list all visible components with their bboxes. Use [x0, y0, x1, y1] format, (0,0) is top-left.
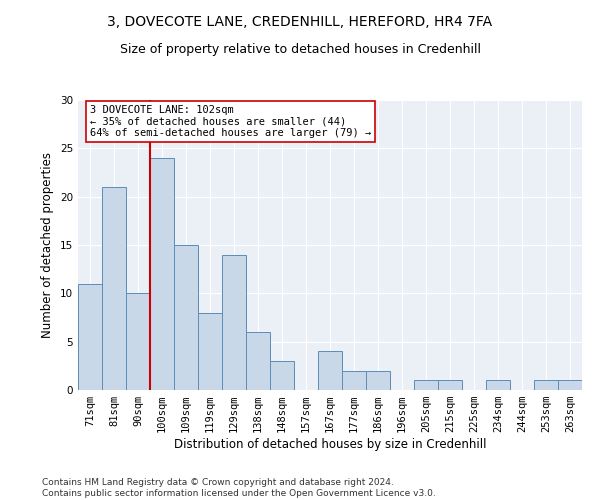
Bar: [342, 370, 366, 390]
Text: Contains HM Land Registry data © Crown copyright and database right 2024.
Contai: Contains HM Land Registry data © Crown c…: [42, 478, 436, 498]
Bar: [102, 187, 126, 390]
Bar: [126, 294, 150, 390]
Bar: [486, 380, 510, 390]
Bar: [366, 370, 390, 390]
Bar: [198, 312, 222, 390]
Text: 3 DOVECOTE LANE: 102sqm
← 35% of detached houses are smaller (44)
64% of semi-de: 3 DOVECOTE LANE: 102sqm ← 35% of detache…: [90, 105, 371, 138]
Text: 3, DOVECOTE LANE, CREDENHILL, HEREFORD, HR4 7FA: 3, DOVECOTE LANE, CREDENHILL, HEREFORD, …: [107, 15, 493, 29]
Text: Size of property relative to detached houses in Credenhill: Size of property relative to detached ho…: [119, 42, 481, 56]
Bar: [246, 332, 270, 390]
Bar: [318, 352, 342, 390]
Y-axis label: Number of detached properties: Number of detached properties: [41, 152, 55, 338]
Bar: [414, 380, 438, 390]
Bar: [558, 380, 582, 390]
Bar: [438, 380, 462, 390]
Bar: [222, 254, 246, 390]
Bar: [174, 245, 198, 390]
Bar: [534, 380, 558, 390]
Bar: [150, 158, 174, 390]
X-axis label: Distribution of detached houses by size in Credenhill: Distribution of detached houses by size …: [174, 438, 486, 451]
Bar: [270, 361, 294, 390]
Bar: [78, 284, 102, 390]
